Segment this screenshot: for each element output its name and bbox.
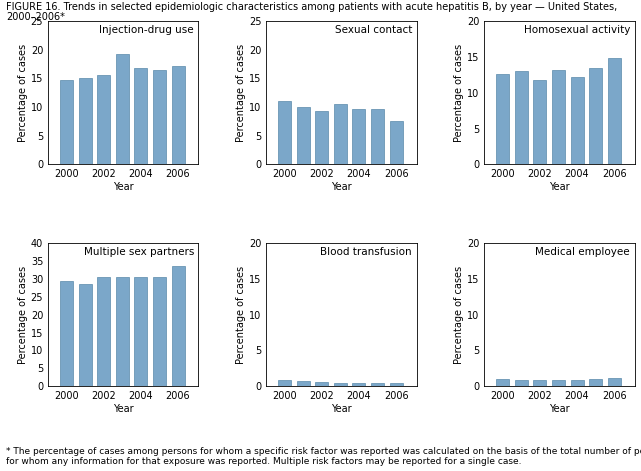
- Bar: [371, 109, 384, 164]
- Bar: [496, 379, 509, 386]
- Y-axis label: Percentage of cases: Percentage of cases: [454, 266, 464, 364]
- Bar: [116, 277, 129, 386]
- Y-axis label: Percentage of cases: Percentage of cases: [18, 266, 28, 364]
- Text: Multiple sex partners: Multiple sex partners: [83, 247, 194, 257]
- Y-axis label: Percentage of cases: Percentage of cases: [18, 44, 28, 142]
- Text: * The percentage of cases among persons for whom a specific risk factor was repo: * The percentage of cases among persons …: [6, 447, 641, 466]
- X-axis label: Year: Year: [331, 182, 352, 192]
- Bar: [135, 68, 147, 164]
- Bar: [116, 54, 129, 164]
- Bar: [371, 382, 384, 386]
- Bar: [315, 111, 328, 164]
- Bar: [589, 68, 602, 164]
- Bar: [60, 80, 73, 164]
- X-axis label: Year: Year: [113, 182, 133, 192]
- Bar: [496, 74, 509, 164]
- Y-axis label: Percentage of cases: Percentage of cases: [236, 266, 246, 364]
- Bar: [353, 109, 365, 164]
- Bar: [278, 380, 291, 386]
- Bar: [315, 382, 328, 386]
- X-axis label: Year: Year: [331, 404, 352, 414]
- Bar: [390, 121, 403, 164]
- Bar: [334, 104, 347, 164]
- Y-axis label: Percentage of cases: Percentage of cases: [454, 44, 464, 142]
- Text: Injection-drug use: Injection-drug use: [99, 25, 194, 35]
- Text: FIGURE 16. Trends in selected epidemiologic characteristics among patients with : FIGURE 16. Trends in selected epidemiolo…: [6, 2, 618, 12]
- Bar: [153, 277, 166, 386]
- Bar: [570, 77, 583, 164]
- Bar: [297, 106, 310, 164]
- X-axis label: Year: Year: [549, 404, 570, 414]
- Bar: [334, 382, 347, 386]
- Bar: [297, 381, 310, 386]
- Bar: [135, 277, 147, 386]
- Bar: [533, 80, 546, 164]
- Bar: [552, 381, 565, 386]
- X-axis label: Year: Year: [113, 404, 133, 414]
- Y-axis label: Percentage of cases: Percentage of cases: [236, 44, 246, 142]
- Bar: [60, 281, 73, 386]
- Bar: [390, 382, 403, 386]
- Bar: [552, 70, 565, 164]
- Bar: [589, 379, 602, 386]
- Bar: [172, 266, 185, 386]
- X-axis label: Year: Year: [549, 182, 570, 192]
- Bar: [79, 284, 92, 386]
- Bar: [278, 101, 291, 164]
- Text: Sexual contact: Sexual contact: [335, 25, 412, 35]
- Bar: [515, 380, 528, 386]
- Bar: [570, 380, 583, 386]
- Bar: [97, 276, 110, 386]
- Text: Medical employee: Medical employee: [535, 247, 630, 257]
- Bar: [515, 71, 528, 164]
- Bar: [608, 378, 620, 386]
- Bar: [608, 58, 620, 164]
- Bar: [533, 381, 546, 386]
- Bar: [97, 75, 110, 164]
- Bar: [153, 71, 166, 164]
- Text: Homosexual activity: Homosexual activity: [524, 25, 630, 35]
- Text: 2000–2006*: 2000–2006*: [6, 12, 65, 22]
- Bar: [172, 66, 185, 164]
- Bar: [79, 78, 92, 164]
- Text: Blood transfusion: Blood transfusion: [320, 247, 412, 257]
- Bar: [353, 382, 365, 386]
